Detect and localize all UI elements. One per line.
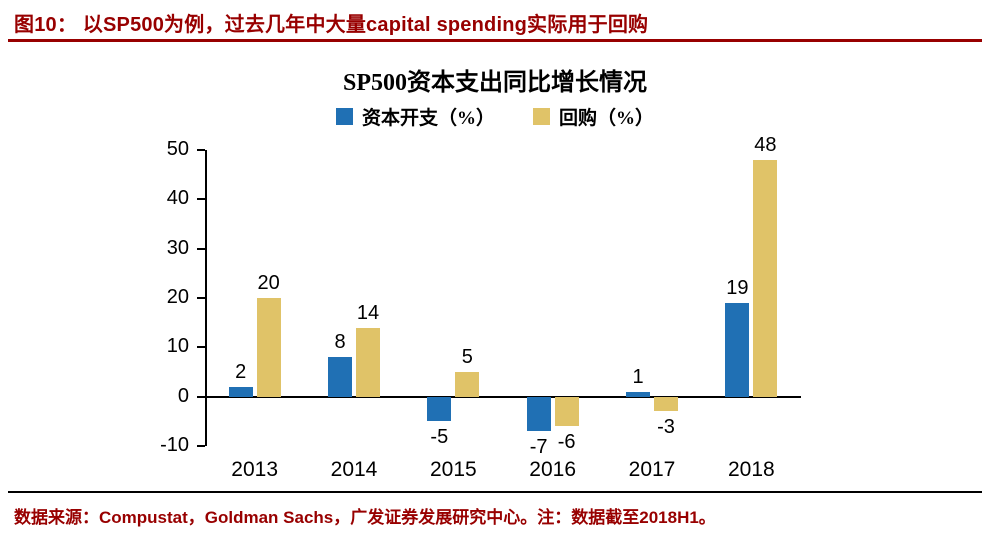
bar-capex-2015: [427, 396, 452, 422]
bar-value-label: -3: [657, 416, 675, 439]
bar-value-label: -7: [529, 436, 548, 459]
y-tick-mark: [197, 297, 205, 299]
legend: 资本开支（%） 回购（%）: [0, 103, 990, 130]
x-axis-label: 2015: [429, 458, 477, 481]
bar-value-label: 48: [754, 133, 777, 156]
bar-buyback-2013: [256, 298, 281, 397]
chart-title: SP500资本支出同比增长情况: [342, 70, 647, 96]
x-axis-label: 2014: [330, 458, 378, 481]
y-tick-label: -10: [160, 434, 189, 456]
bar-value-label: 19: [726, 276, 749, 299]
y-tick-mark: [197, 198, 205, 201]
data-source-note: 数据来源：Compustat，Goldman Sachs，广发证券发展研究中心。…: [14, 508, 716, 527]
caption-divider: [8, 39, 982, 42]
bar-capex-2018: [725, 302, 750, 397]
bar-capex-2014: [328, 357, 352, 397]
x-axis-zero-line: [205, 395, 801, 398]
y-tick-label: 20: [166, 286, 189, 308]
y-tick-mark: [197, 346, 205, 349]
y-tick-label: 0: [177, 384, 189, 407]
bar-value-label: 1: [632, 365, 644, 388]
bar-capex-2017: [626, 391, 650, 397]
legend-item-buyback: 回购（%）: [533, 103, 654, 130]
bar-value-label: 8: [334, 331, 346, 354]
legend-label: 资本开支（%）: [361, 108, 495, 129]
x-axis-label: 2018: [727, 458, 775, 481]
bar-value-label: -6: [557, 431, 576, 454]
bar-capex-2013: [228, 386, 253, 397]
y-tick-label: 30: [166, 236, 189, 259]
legend-label: 回购（%）: [559, 108, 655, 129]
bar-buyback-2015: [455, 372, 480, 397]
y-tick-mark: [197, 247, 205, 250]
x-axis-label: 2017: [628, 458, 676, 481]
y-axis-line: [205, 150, 207, 446]
footer-divider: [8, 491, 982, 493]
y-tick-mark: [197, 149, 205, 151]
legend-swatch-buyback: [533, 108, 550, 125]
bar-value-label: -5: [430, 426, 449, 449]
x-axis-label: 2013: [231, 458, 279, 481]
legend-item-capex: 资本开支（%）: [335, 103, 495, 130]
bar-value-label: 5: [461, 346, 473, 368]
figure-caption: 图10： 以SP500为例，过去几年中大量capital spending实际用…: [14, 14, 649, 36]
y-tick-label: 40: [166, 187, 189, 210]
y-tick-mark: [197, 445, 205, 447]
bar-value-label: 2: [235, 360, 247, 383]
x-axis-label: 2016: [529, 458, 577, 481]
bar-buyback-2017: [654, 396, 678, 412]
y-tick-label: 50: [166, 138, 189, 160]
y-tick-label: 10: [166, 335, 189, 358]
bar-buyback-2014: [356, 327, 380, 397]
bar-capex-2016: [526, 396, 551, 432]
bar-value-label: 20: [257, 272, 280, 294]
legend-swatch-capex: [335, 108, 353, 125]
bar-value-label: 14: [356, 301, 380, 324]
plot-area: 50 40 30 20 10 0 -10 2013 2 20 2014 8 14 2015 -5 5 2016-…: [160, 134, 801, 481]
y-tick-mark: [197, 395, 205, 398]
bar-buyback-2018: [753, 159, 778, 397]
bar-buyback-2016: [554, 396, 579, 427]
